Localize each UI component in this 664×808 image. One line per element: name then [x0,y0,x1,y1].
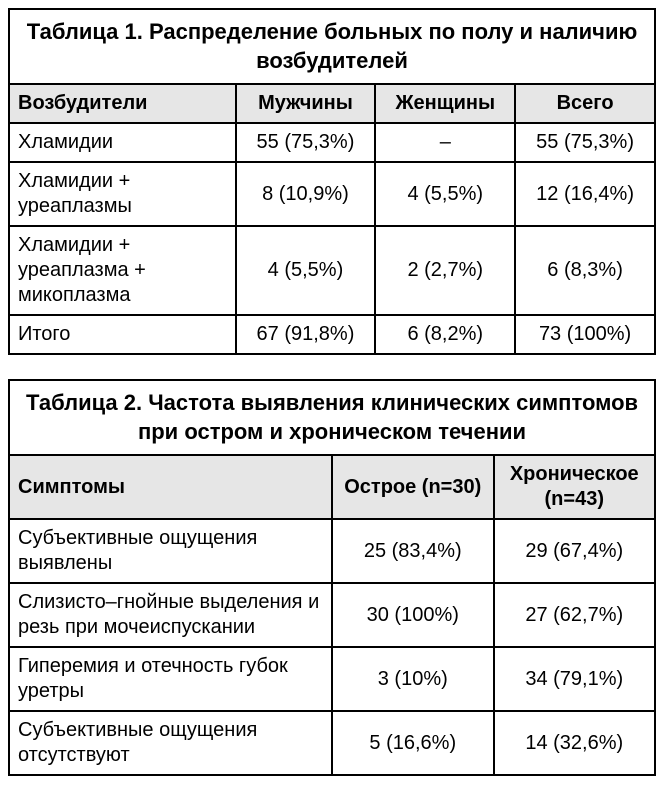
cell: 6 (8,2%) [375,315,515,354]
table-row: Хламидии + уреаплазмы 8 (10,9%) 4 (5,5%)… [9,162,655,226]
cell: 29 (67,4%) [494,519,656,583]
table1-col0: Возбудители [9,84,236,123]
table1-col3: Всего [515,84,655,123]
row-label: Субъективные ощущения выявлены [9,519,332,583]
row-label: Хламидии + уреаплазма + микоплазма [9,226,236,315]
row-label: Итого [9,315,236,354]
table1-col1: Мужчины [236,84,376,123]
cell: 8 (10,9%) [236,162,376,226]
table2-title-row: Таблица 2. Частота выявления клинических… [9,380,655,455]
cell: 4 (5,5%) [375,162,515,226]
row-label: Субъективные ощущения отсутствуют [9,711,332,775]
table1-title-row: Таблица 1. Распределение больных по полу… [9,9,655,84]
cell: 55 (75,3%) [515,123,655,162]
cell: 6 (8,3%) [515,226,655,315]
row-label: Хламидии + уреаплазмы [9,162,236,226]
cell: 14 (32,6%) [494,711,656,775]
cell: 27 (62,7%) [494,583,656,647]
cell: 73 (100%) [515,315,655,354]
cell: 55 (75,3%) [236,123,376,162]
table2-col0: Симптомы [9,455,332,519]
table2-header-row: Симптомы Острое (n=30) Хроническое (n=43… [9,455,655,519]
row-label: Гиперемия и отечность губок уретры [9,647,332,711]
row-label: Хламидии [9,123,236,162]
table1-block: Таблица 1. Распределение больных по полу… [8,8,656,355]
table2-col1: Острое (n=30) [332,455,494,519]
cell: 2 (2,7%) [375,226,515,315]
table-row: Субъективные ощущения выявлены 25 (83,4%… [9,519,655,583]
table1-header-row: Возбудители Мужчины Женщины Всего [9,84,655,123]
table-row: Слизисто–гнойные выделения и резь при мо… [9,583,655,647]
table2-block: Таблица 2. Частота выявления клинических… [8,379,656,776]
table1: Таблица 1. Распределение больных по полу… [8,8,656,355]
table-row: Итого 67 (91,8%) 6 (8,2%) 73 (100%) [9,315,655,354]
table-row: Субъективные ощущения отсутствуют 5 (16,… [9,711,655,775]
table1-col2: Женщины [375,84,515,123]
table2-title: Таблица 2. Частота выявления клинических… [9,380,655,455]
cell: 25 (83,4%) [332,519,494,583]
cell: 12 (16,4%) [515,162,655,226]
cell: 67 (91,8%) [236,315,376,354]
table2-col2: Хроническое (n=43) [494,455,656,519]
cell: 4 (5,5%) [236,226,376,315]
cell: 3 (10%) [332,647,494,711]
cell: – [375,123,515,162]
table-row: Хламидии + уреаплазма + микоплазма 4 (5,… [9,226,655,315]
table-row: Гиперемия и отечность губок уретры 3 (10… [9,647,655,711]
cell: 5 (16,6%) [332,711,494,775]
table-row: Хламидии 55 (75,3%) – 55 (75,3%) [9,123,655,162]
cell: 30 (100%) [332,583,494,647]
row-label: Слизисто–гнойные выделения и резь при мо… [9,583,332,647]
table2: Таблица 2. Частота выявления клинических… [8,379,656,776]
table1-title: Таблица 1. Распределение больных по полу… [9,9,655,84]
cell: 34 (79,1%) [494,647,656,711]
